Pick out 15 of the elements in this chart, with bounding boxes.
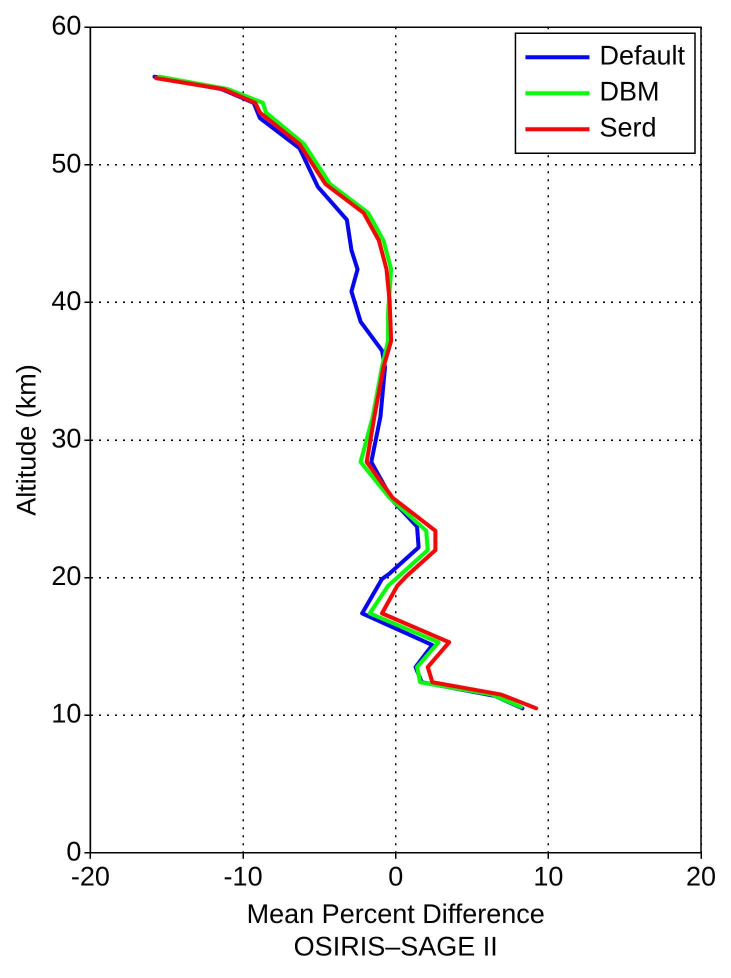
y-axis-title: Altitude (km) (12, 364, 42, 516)
legend-label: Default (599, 40, 686, 71)
x-tick-label: -10 (224, 861, 263, 892)
legend-label: DBM (599, 76, 660, 107)
x-tick-label: 0 (388, 861, 404, 892)
y-tick-label: 60 (51, 10, 82, 41)
x-tick-label: 10 (533, 861, 564, 892)
y-tick-label: 30 (51, 423, 82, 454)
y-tick-label: 20 (51, 561, 82, 592)
x-axis-title: Mean Percent Difference OSIRIS–SAGE II (246, 898, 545, 962)
x-tick-label: 20 (686, 861, 716, 892)
y-tick-label: 10 (51, 698, 82, 729)
y-tick-label: 50 (51, 148, 82, 178)
y-tick-label: 40 (51, 286, 82, 316)
legend-label: Serd (599, 112, 656, 143)
